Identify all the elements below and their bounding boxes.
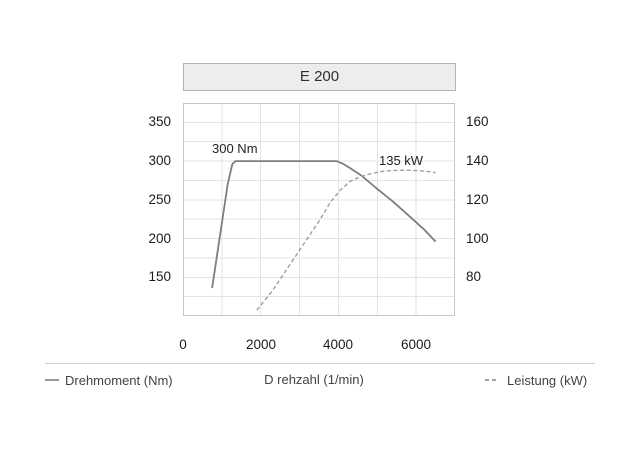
power-curve — [256, 169, 436, 311]
curve-annotation: 135 kW — [379, 153, 424, 168]
legend-torque: Drehmoment (Nm) — [45, 372, 173, 388]
model-title: E 200 — [299, 68, 340, 85]
legend-power: Leistung (kW) — [485, 372, 587, 388]
y-left-tick-label: 150 — [148, 269, 171, 284]
dashed-line-icon — [485, 379, 498, 381]
torque-curve — [211, 160, 437, 289]
y-right-tick-label: 80 — [466, 269, 482, 284]
model-title-box: E 200 — [183, 63, 456, 91]
curve-annotation: 300 Nm — [212, 141, 258, 156]
legend-power-label: Leistung (kW) — [507, 372, 588, 388]
x-axis-label: D rehzahl (1/min) — [264, 372, 364, 387]
y-right-tick-label: 100 — [466, 231, 489, 246]
legend-torque-label: Drehmoment (Nm) — [65, 372, 173, 388]
y-right-tick-label: 140 — [466, 153, 489, 168]
chart-plot-area — [183, 103, 455, 316]
legend-separator — [45, 363, 595, 364]
y-left-tick-label: 350 — [148, 114, 171, 129]
solid-line-icon — [45, 379, 59, 381]
y-left-tick-label: 300 — [148, 153, 171, 168]
x-axis-tick-label: 2000 — [245, 337, 277, 352]
plot-border — [183, 103, 455, 316]
y-right-tick-label: 120 — [466, 192, 489, 207]
y-right-tick-label: 160 — [466, 114, 489, 129]
x-axis-tick-label: 4000 — [322, 337, 354, 352]
y-left-tick-label: 200 — [148, 231, 171, 246]
y-left-tick-label: 250 — [148, 192, 171, 207]
x-axis-tick-label: 6000 — [400, 337, 432, 352]
chart-svg — [183, 103, 455, 316]
x-axis-tick-label: 0 — [179, 337, 187, 352]
